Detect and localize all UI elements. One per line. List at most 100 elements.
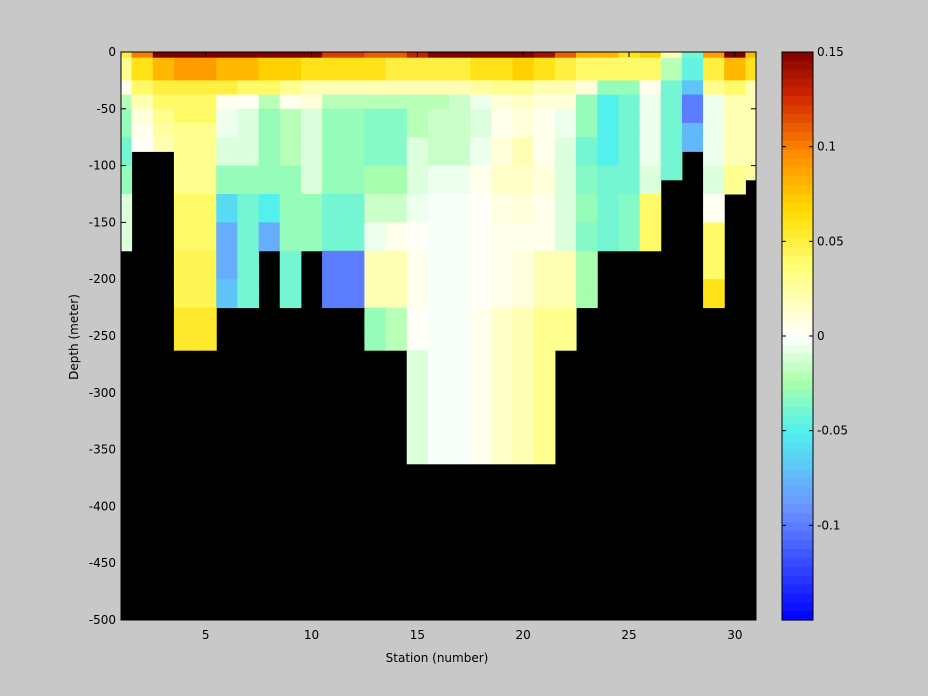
heatmap-cell [554, 94, 577, 110]
heatmap-cell [427, 449, 450, 465]
x-tick-label: 20 [516, 628, 531, 642]
heatmap-cell [195, 265, 217, 280]
heatmap-cell [491, 123, 514, 138]
heatmap-cell [364, 293, 387, 309]
heatmap-cell [131, 52, 154, 59]
heatmap-cell [121, 208, 133, 223]
heatmap-cell [703, 137, 725, 152]
heatmap-cell [322, 265, 344, 280]
heatmap-cell [258, 123, 281, 138]
colorbar-segment [782, 52, 813, 62]
colorbar-segment [782, 495, 813, 506]
heatmap-cell [279, 123, 302, 138]
heatmap-cell [364, 194, 387, 209]
colorbar-segment [782, 327, 813, 337]
heatmap-cell [258, 94, 281, 110]
heatmap-cell [343, 137, 365, 152]
heatmap-cell [121, 80, 133, 96]
colorbar-tick-label: -0.05 [817, 424, 848, 438]
heatmap-cell [152, 80, 175, 96]
heatmap-cell [703, 194, 725, 209]
colorbar-segment [782, 513, 813, 523]
heatmap-cell [597, 94, 619, 110]
heatmap-cell [279, 108, 302, 124]
heatmap-cell [724, 57, 746, 81]
heatmap-cell [173, 265, 196, 280]
heatmap-cell [597, 80, 619, 96]
colorbar: 0.15 0.1 0.05 0 -0.05 -0.1 [781, 45, 848, 621]
heatmap-cell [533, 236, 556, 252]
heatmap-cell [279, 165, 302, 181]
heatmap-cell [121, 236, 133, 252]
heatmap-cell [406, 208, 429, 223]
heatmap-cell [491, 94, 514, 110]
heatmap-cell [300, 165, 323, 181]
heatmap-cell [491, 194, 514, 209]
colorbar-segment [782, 114, 813, 124]
colorbar-segment [782, 105, 813, 115]
heatmap-cell [660, 123, 683, 138]
heatmap-cell [491, 350, 514, 365]
heatmap-cell [470, 321, 492, 337]
heatmap-cell [681, 123, 704, 138]
colorbar-segment [782, 611, 813, 621]
heatmap-cell [322, 279, 344, 294]
heatmap-cell [237, 108, 260, 124]
heatmap-cell [216, 108, 238, 124]
heatmap-cell [131, 80, 154, 96]
heatmap-cell [745, 108, 757, 124]
heatmap-cell [681, 52, 704, 59]
heatmap-cell [364, 57, 387, 81]
heatmap-cell [216, 179, 238, 195]
y-tick-label: 0 [108, 45, 116, 59]
colorbar-segment [782, 265, 813, 275]
heatmap-cell [449, 279, 471, 294]
y-tick-label: -100 [89, 159, 116, 173]
heatmap-cell [449, 321, 471, 337]
heatmap-cell [322, 165, 344, 181]
colorbar-segment [782, 433, 813, 444]
heatmap-cell [427, 307, 450, 323]
heatmap-cell [427, 407, 450, 422]
heatmap-cell [470, 364, 492, 380]
colorbar-segment [782, 451, 813, 461]
heatmap-cell [554, 321, 577, 337]
heatmap-cell [491, 151, 514, 167]
heatmap-cell [427, 378, 450, 394]
heatmap-cell [364, 137, 387, 152]
heatmap-cell [491, 321, 514, 337]
heatmap-cell [258, 52, 281, 59]
heatmap-cell [385, 108, 408, 124]
heatmap-cell [449, 52, 471, 59]
colorbar-tick-label: 0 [817, 329, 825, 343]
heatmap-cell [152, 52, 175, 59]
heatmap-cell [216, 208, 238, 223]
heatmap-cell [449, 307, 471, 323]
heatmap-cell [121, 222, 133, 238]
heatmap-cell [512, 421, 535, 436]
heatmap-cell [427, 123, 450, 138]
heatmap-cell [173, 80, 196, 96]
heatmap-cell [639, 194, 662, 209]
heatmap-cell [491, 449, 514, 465]
heatmap-cell [533, 392, 556, 408]
heatmap-cell [724, 123, 746, 138]
heatmap-cell [195, 194, 217, 209]
heatmap-cell [449, 392, 471, 408]
heatmap-cell [385, 80, 408, 96]
y-axis-label: Depth (meter) [67, 294, 81, 380]
colorbar-segment [782, 557, 813, 568]
heatmap-cell [195, 123, 217, 138]
heatmap-cell [724, 137, 746, 152]
heatmap-cell [173, 165, 196, 181]
heatmap-cell [491, 407, 514, 422]
heatmap-cell [406, 449, 429, 465]
heatmap-cell [216, 151, 238, 167]
colorbar-segment [782, 460, 813, 470]
heatmap-cell [618, 194, 641, 209]
heatmap-cell [322, 151, 344, 167]
colorbar-segment [782, 220, 813, 231]
heatmap-cell [597, 222, 619, 238]
heatmap-cell [576, 165, 598, 181]
heatmap-cell [470, 236, 492, 252]
